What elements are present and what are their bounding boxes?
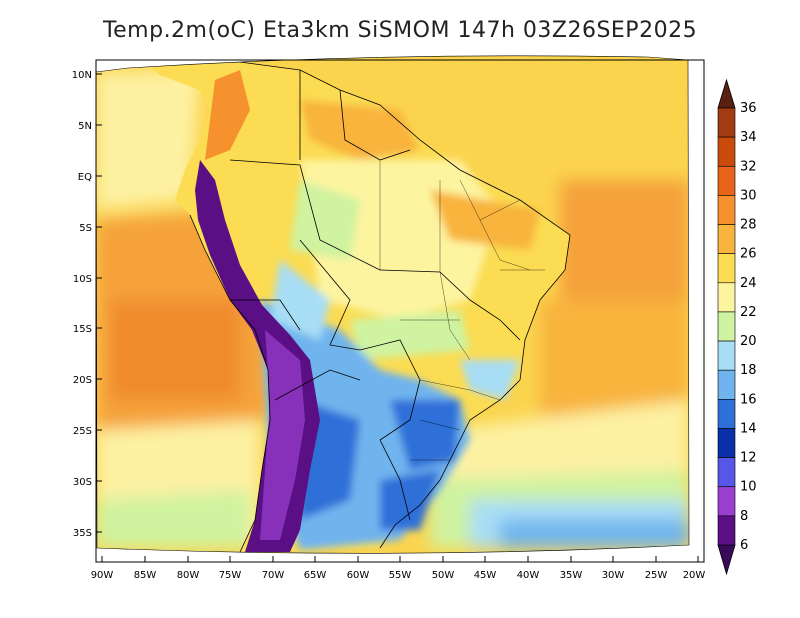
colorbar-label: 32 bbox=[740, 159, 757, 174]
colorbar-label: 34 bbox=[740, 130, 757, 145]
colorbar-swatch bbox=[717, 282, 736, 313]
country-borders bbox=[139, 59, 571, 553]
lon-label-70w: 70W bbox=[262, 570, 285, 581]
lat-label-30s: 30S bbox=[73, 477, 92, 488]
lon-label-40w: 40W bbox=[517, 570, 540, 581]
colorbar-swatch bbox=[717, 311, 736, 342]
lon-label-25w: 25W bbox=[645, 570, 668, 581]
lon-label-75w: 75W bbox=[219, 570, 242, 581]
lon-label-30w: 30W bbox=[602, 570, 625, 581]
state-borders bbox=[379, 160, 545, 461]
lon-label-85w: 85W bbox=[134, 570, 157, 581]
lon-label-50w: 50W bbox=[432, 570, 455, 581]
colorbar-label: 18 bbox=[740, 363, 757, 378]
colorbar-swatch bbox=[717, 107, 736, 138]
lon-label-20w: 20W bbox=[683, 570, 706, 581]
colorbar-label: 20 bbox=[740, 334, 757, 349]
colorbar-label: 26 bbox=[740, 247, 757, 262]
lat-label-35s: 35S bbox=[73, 528, 92, 539]
colorbar-label: 36 bbox=[740, 101, 757, 116]
colorbar: 36 34 32 30 28 26 24 22 20 18 16 14 12 10 8 6 bbox=[717, 78, 757, 576]
lon-label-90w: 90W bbox=[91, 570, 114, 581]
colorbar-swatch bbox=[717, 486, 736, 517]
colorbar-swatch bbox=[717, 515, 736, 546]
lon-label-45w: 45W bbox=[474, 570, 497, 581]
colorbar-bottom-arrow bbox=[717, 544, 736, 576]
colorbar-label: 6 bbox=[740, 538, 748, 553]
lon-axis: 90W 85W 80W 75W 70W 65W 60W 55W 50W 45W … bbox=[91, 556, 706, 581]
colorbar-label: 30 bbox=[740, 188, 757, 203]
colorbar-label: 28 bbox=[740, 218, 757, 233]
lat-label-10n: 10N bbox=[72, 70, 92, 81]
lat-label-5s: 5S bbox=[79, 223, 92, 234]
colorbar-swatch bbox=[717, 369, 736, 400]
colorbar-label: 14 bbox=[740, 421, 757, 436]
colorbar-swatch bbox=[717, 195, 736, 225]
temperature-field bbox=[96, 55, 689, 554]
colorbar-swatch bbox=[717, 224, 736, 254]
colorbar-swatch bbox=[717, 399, 736, 429]
colorbar-swatch bbox=[717, 457, 736, 488]
colorbar-label: 10 bbox=[740, 480, 757, 495]
lon-label-35w: 35W bbox=[560, 570, 583, 581]
colorbar-swatch bbox=[717, 136, 736, 167]
map-title: Temp.2m(oC) Eta3km SiSMOM 147h 03Z26SEP2… bbox=[102, 18, 698, 43]
colorbar-top-arrow bbox=[717, 78, 736, 109]
colorbar-swatch bbox=[717, 340, 736, 371]
colorbar-swatch bbox=[717, 428, 736, 458]
colorbar-swatch bbox=[717, 253, 736, 284]
lon-label-65w: 65W bbox=[304, 570, 327, 581]
lon-label-80w: 80W bbox=[177, 570, 200, 581]
lat-label-eq: EQ bbox=[78, 172, 92, 183]
colorbar-label: 22 bbox=[740, 305, 757, 320]
lon-label-55w: 55W bbox=[389, 570, 412, 581]
south-america-land bbox=[140, 60, 570, 552]
lat-label-20s: 20S bbox=[73, 375, 92, 386]
lat-label-25s: 25S bbox=[73, 426, 92, 437]
colorbar-swatch bbox=[717, 165, 736, 196]
colorbar-label: 16 bbox=[740, 392, 757, 407]
lat-axis: 10N 5N EQ 5S 10S 15S 20S 25S 30S 35S bbox=[72, 70, 102, 539]
colorbar-label: 12 bbox=[740, 451, 757, 466]
colorbar-label: 24 bbox=[740, 276, 757, 291]
lat-label-5n: 5N bbox=[78, 121, 92, 132]
lat-label-10s: 10S bbox=[73, 274, 92, 285]
colorbar-label: 8 bbox=[740, 509, 748, 524]
lat-label-15s: 15S bbox=[73, 324, 92, 335]
lon-label-60w: 60W bbox=[347, 570, 370, 581]
